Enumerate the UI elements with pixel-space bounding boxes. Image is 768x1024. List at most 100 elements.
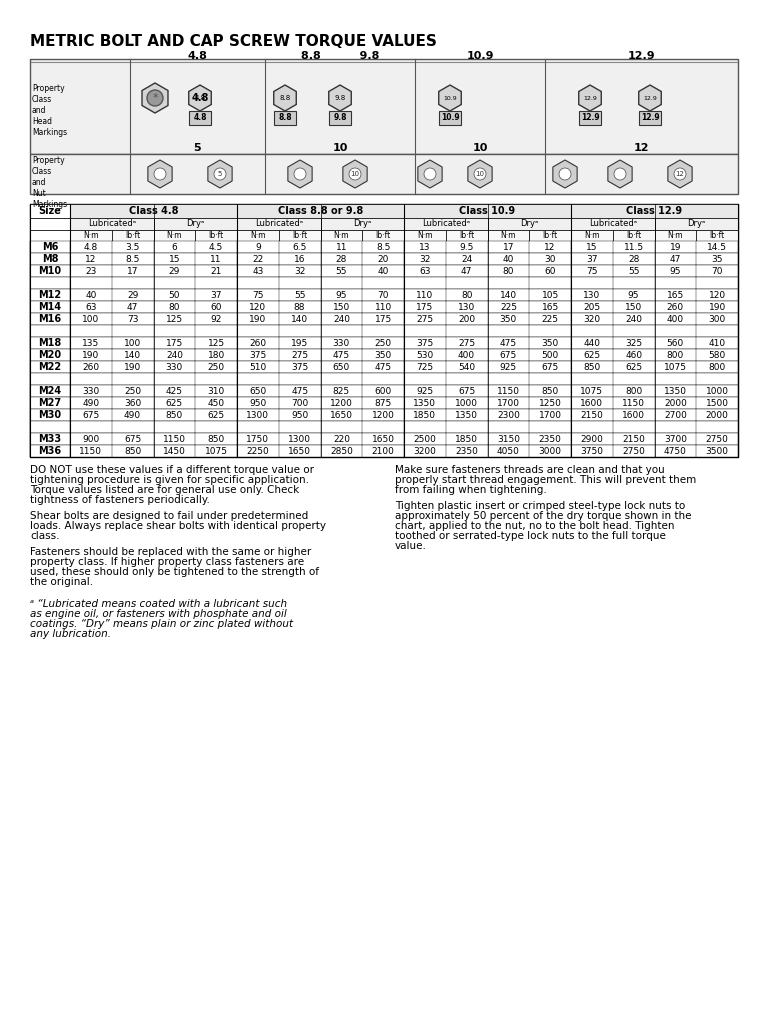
Text: M14: M14 <box>38 302 61 312</box>
Text: 75: 75 <box>586 266 598 275</box>
Text: 1000: 1000 <box>455 398 478 408</box>
Text: Dryᵃ: Dryᵃ <box>687 219 706 228</box>
Text: Dryᵃ: Dryᵃ <box>353 219 372 228</box>
Bar <box>529 230 571 241</box>
Text: 1350: 1350 <box>413 398 436 408</box>
Text: 100: 100 <box>82 314 100 324</box>
Text: 92: 92 <box>210 314 222 324</box>
Text: 330: 330 <box>166 362 183 372</box>
Text: 1600: 1600 <box>581 398 604 408</box>
Text: 6: 6 <box>171 243 177 252</box>
Text: used, these should only be tightened to the strength of: used, these should only be tightened to … <box>30 567 319 577</box>
Bar <box>404 230 445 241</box>
Text: 2500: 2500 <box>413 434 436 443</box>
Text: 1700: 1700 <box>538 411 561 420</box>
Polygon shape <box>273 85 296 111</box>
Circle shape <box>559 168 571 180</box>
Text: 1350: 1350 <box>455 411 478 420</box>
Text: coatings. “Dry” means plain or zinc plated without: coatings. “Dry” means plain or zinc plat… <box>30 618 293 629</box>
Text: 12.9: 12.9 <box>641 114 659 123</box>
Text: 95: 95 <box>670 266 681 275</box>
Bar <box>439 112 461 125</box>
Text: 1300: 1300 <box>247 411 270 420</box>
Text: 950: 950 <box>291 411 308 420</box>
Text: *: * <box>152 93 157 103</box>
Text: 1150: 1150 <box>497 386 520 395</box>
Bar <box>30 445 738 457</box>
Text: 4.8: 4.8 <box>194 114 207 123</box>
Text: 37: 37 <box>586 255 598 263</box>
Bar <box>30 218 70 230</box>
Bar <box>613 230 654 241</box>
Text: 1700: 1700 <box>497 398 520 408</box>
Text: 125: 125 <box>166 314 183 324</box>
Text: 130: 130 <box>458 302 475 311</box>
Text: 12: 12 <box>85 255 97 263</box>
Text: 850: 850 <box>166 411 183 420</box>
Text: 12.9: 12.9 <box>643 95 657 100</box>
Polygon shape <box>142 83 168 113</box>
Text: 310: 310 <box>207 386 225 395</box>
Text: ᵃ “Lubricated means coated with a lubricant such: ᵃ “Lubricated means coated with a lubric… <box>30 599 287 609</box>
Bar <box>30 337 738 349</box>
Text: Lubricatedᵃ: Lubricatedᵃ <box>422 219 470 228</box>
Text: 55: 55 <box>336 266 347 275</box>
Text: approximately 50 percent of the dry torque shown in the: approximately 50 percent of the dry torq… <box>395 511 691 521</box>
Bar <box>30 289 738 301</box>
Text: 2150: 2150 <box>622 434 645 443</box>
Polygon shape <box>329 85 351 111</box>
Text: 360: 360 <box>124 398 141 408</box>
Text: 135: 135 <box>82 339 100 347</box>
Text: 250: 250 <box>124 386 141 395</box>
Circle shape <box>424 168 436 180</box>
Polygon shape <box>468 160 492 188</box>
Circle shape <box>147 90 163 106</box>
Text: 650: 650 <box>250 386 266 395</box>
Text: 475: 475 <box>291 386 308 395</box>
Text: Size: Size <box>38 206 61 216</box>
Text: 1150: 1150 <box>79 446 102 456</box>
Text: 275: 275 <box>458 339 475 347</box>
Bar <box>237 204 404 218</box>
Text: properly start thread engagement. This will prevent them: properly start thread engagement. This w… <box>395 475 697 485</box>
Text: 825: 825 <box>333 386 350 395</box>
Text: the original.: the original. <box>30 577 93 587</box>
Bar <box>30 301 738 313</box>
Text: 120: 120 <box>250 302 266 311</box>
Text: Dryᵃ: Dryᵃ <box>520 219 538 228</box>
Polygon shape <box>208 160 232 188</box>
Text: chart, applied to the nut, no to the bolt head. Tighten: chart, applied to the nut, no to the bol… <box>395 521 674 531</box>
Text: 260: 260 <box>82 362 99 372</box>
Bar <box>30 253 738 265</box>
Text: N·m: N·m <box>250 231 266 240</box>
Text: 800: 800 <box>709 362 726 372</box>
Text: 4.8: 4.8 <box>84 243 98 252</box>
Text: 21: 21 <box>210 266 222 275</box>
Text: 47: 47 <box>461 266 472 275</box>
Text: 560: 560 <box>667 339 684 347</box>
Text: 1075: 1075 <box>581 386 604 395</box>
Text: 625: 625 <box>166 398 183 408</box>
Text: 500: 500 <box>541 350 559 359</box>
Text: 140: 140 <box>291 314 308 324</box>
Text: 625: 625 <box>625 362 642 372</box>
Polygon shape <box>343 160 367 188</box>
Text: Torque values listed are for general use only. Check: Torque values listed are for general use… <box>30 485 300 495</box>
Text: 70: 70 <box>711 266 723 275</box>
Text: 13: 13 <box>419 243 431 252</box>
Text: lb·ft: lb·ft <box>376 231 391 240</box>
Text: lb·ft: lb·ft <box>626 231 641 240</box>
Text: 29: 29 <box>169 266 180 275</box>
Polygon shape <box>288 160 312 188</box>
Text: 110: 110 <box>375 302 392 311</box>
Text: 2750: 2750 <box>706 434 729 443</box>
Text: M8: M8 <box>41 254 58 264</box>
Bar <box>154 218 237 230</box>
Text: 375: 375 <box>291 362 308 372</box>
Bar <box>237 230 279 241</box>
Bar <box>30 265 738 278</box>
Text: 700: 700 <box>291 398 308 408</box>
Bar <box>279 230 320 241</box>
Bar <box>30 421 738 433</box>
Text: 1250: 1250 <box>538 398 561 408</box>
